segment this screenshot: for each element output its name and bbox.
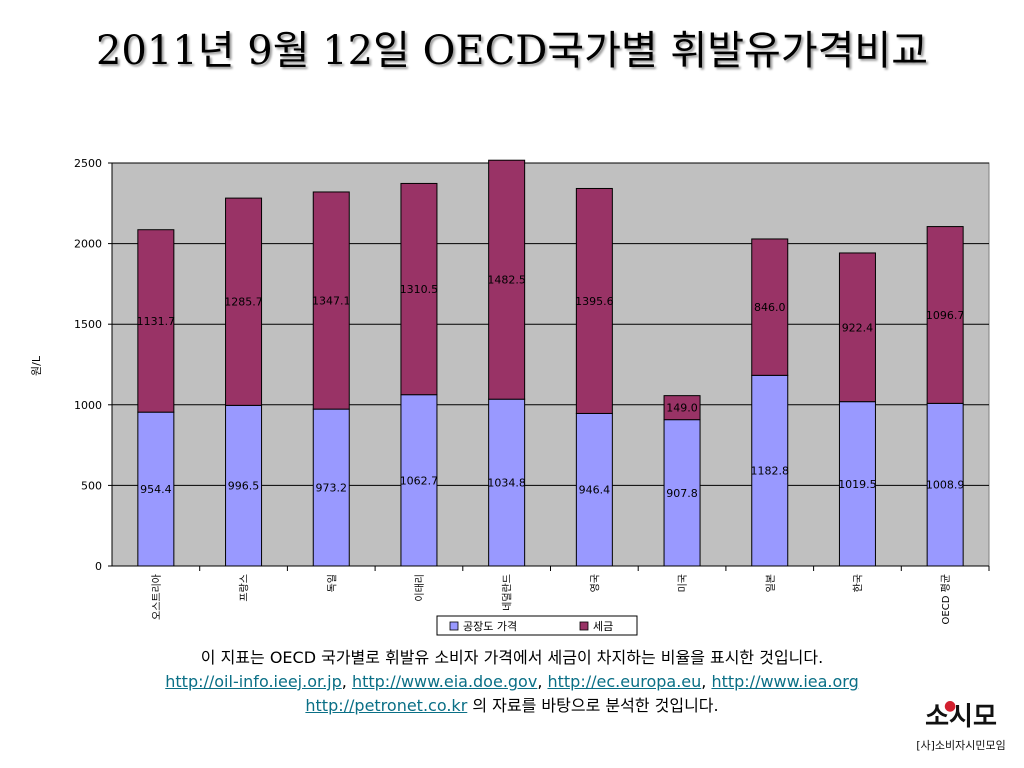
bar-factory-price <box>838 401 876 567</box>
data-label-tax: 1131.7 <box>137 315 176 328</box>
data-label-factory-price: 907.8 <box>666 487 698 500</box>
y-tick-label: 0 <box>95 560 102 573</box>
x-tick-label: 한국 <box>852 574 864 592</box>
legend-swatch-tax <box>579 621 589 631</box>
legend-label-tax: 세금 <box>593 620 613 633</box>
x-tick-label: 이태리 <box>414 574 426 602</box>
link-separator: , <box>701 672 712 691</box>
data-label-factory-price: 1019.5 <box>838 478 877 491</box>
x-tick-label: 독일 <box>326 574 338 592</box>
stacked-bar-chart: 0 500 1000 1500 2000 2500 954.4 1131.7 996.5 128… <box>30 157 990 636</box>
footer-description: 이 지표는 OECD 국가별로 휘발유 소비자 가격에서 세금이 차지하는 비율… <box>200 648 824 667</box>
source-link-ieej[interactable]: http://oil-info.ieej.or.jp <box>165 672 342 691</box>
bar-tax <box>400 182 438 396</box>
bar-tax <box>137 229 175 413</box>
x-tick-label: 프랑스 <box>239 574 251 602</box>
legend-swatch-factory-price <box>449 621 459 631</box>
data-label-factory-price: 996.5 <box>228 480 260 493</box>
organization-logo: ● 소시모 [사]소비자시민모임 <box>906 698 1016 764</box>
source-link-eia[interactable]: http://www.eia.doe.gov <box>351 672 538 691</box>
y-axis-label: 원/L <box>30 355 43 376</box>
data-label-factory-price: 1034.8 <box>487 477 526 490</box>
y-tick-label: 1000 <box>74 399 102 412</box>
data-labels: 954.4 1131.7 996.5 1285.7 973.2 1347.1 1062.7 1… <box>137 274 965 500</box>
link-separator: , <box>341 672 352 691</box>
footer-source-text: 의 자료를 바탕으로 분석한 것입니다. <box>467 696 719 715</box>
data-label-factory-price: 1008.9 <box>926 479 965 492</box>
bar-tax <box>575 187 613 414</box>
data-label-tax: 1310.5 <box>400 283 439 296</box>
bar-factory-price <box>488 398 526 567</box>
source-link-ec-europa[interactable]: http://ec.europa.eu <box>547 672 702 691</box>
bars <box>137 159 964 567</box>
legend: 공장도 가격 세금 <box>436 615 638 636</box>
bar-factory-price <box>663 419 701 567</box>
bar-tax <box>225 197 263 406</box>
x-tick-label: 일본 <box>765 574 777 592</box>
logo-dot-icon: ● <box>944 698 957 714</box>
data-label-factory-price: 973.2 <box>316 482 348 495</box>
chart-title: 2011년 9월 12일 OECD국가별 휘발유가격비교 <box>95 28 929 74</box>
bar-tax <box>838 252 876 403</box>
logo-subtitle: [사]소비자시민모임 <box>916 739 1006 752</box>
y-tick-label: 1500 <box>74 318 102 331</box>
x-tick-label: 오스트리아 <box>151 574 163 620</box>
data-label-tax: 1395.6 <box>575 295 614 308</box>
x-axis: 오스트리아 프랑스 독일 이태리 네덜란드 영국 미국 일본 한국 OECD 평균 <box>112 565 990 624</box>
x-tick-label: 네덜란드 <box>502 574 514 611</box>
link-separator: , <box>537 672 548 691</box>
bar-factory-price <box>137 411 175 567</box>
footer-notes: 이 지표는 OECD 국가별로 휘발유 소비자 가격에서 세금이 차지하는 비율… <box>0 646 1024 718</box>
y-tick-label: 2000 <box>74 238 102 251</box>
data-label-tax: 1482.5 <box>487 274 526 287</box>
x-tick-label: 영국 <box>589 574 601 592</box>
bar-tax <box>751 238 789 376</box>
bar-factory-price <box>400 394 438 567</box>
bar-factory-price <box>225 404 263 567</box>
data-label-factory-price: 954.4 <box>140 483 172 496</box>
x-tick-label: 미국 <box>677 574 689 592</box>
data-label-factory-price: 1182.8 <box>751 465 790 478</box>
footer-source-note: http://petronet.co.kr 의 자료를 바탕으로 분석한 것입니… <box>0 694 1024 718</box>
data-label-tax: 846.0 <box>754 301 786 314</box>
logo-wordmark: 소시모 <box>925 702 997 732</box>
bar-tax <box>926 226 964 404</box>
data-label-tax: 1285.7 <box>224 296 263 309</box>
source-link-petronet[interactable]: http://petronet.co.kr <box>305 696 468 715</box>
source-link-iea[interactable]: http://www.iea.org <box>711 672 859 691</box>
data-label-factory-price: 946.4 <box>579 484 611 497</box>
x-tick-label: OECD 평균 <box>940 574 952 624</box>
y-tick-label: 500 <box>81 479 102 492</box>
bar-tax <box>488 159 526 400</box>
data-label-tax: 149.0 <box>666 402 698 415</box>
y-tick-label: 2500 <box>74 157 102 170</box>
data-label-tax: 1347.1 <box>312 295 351 308</box>
bar-tax <box>663 395 701 421</box>
footer-sources: http://oil-info.ieej.or.jp, http://www.e… <box>0 670 1024 694</box>
bar-factory-price <box>926 402 964 567</box>
data-label-factory-price: 1062.7 <box>400 474 439 487</box>
y-axis: 0 500 1000 1500 2000 2500 <box>74 157 113 573</box>
bar-factory-price <box>575 412 613 567</box>
legend-label-factory-price: 공장도 가격 <box>463 620 517 633</box>
data-label-tax: 922.4 <box>842 321 874 334</box>
data-label-tax: 1096.7 <box>926 309 965 322</box>
bar-tax <box>312 191 350 410</box>
